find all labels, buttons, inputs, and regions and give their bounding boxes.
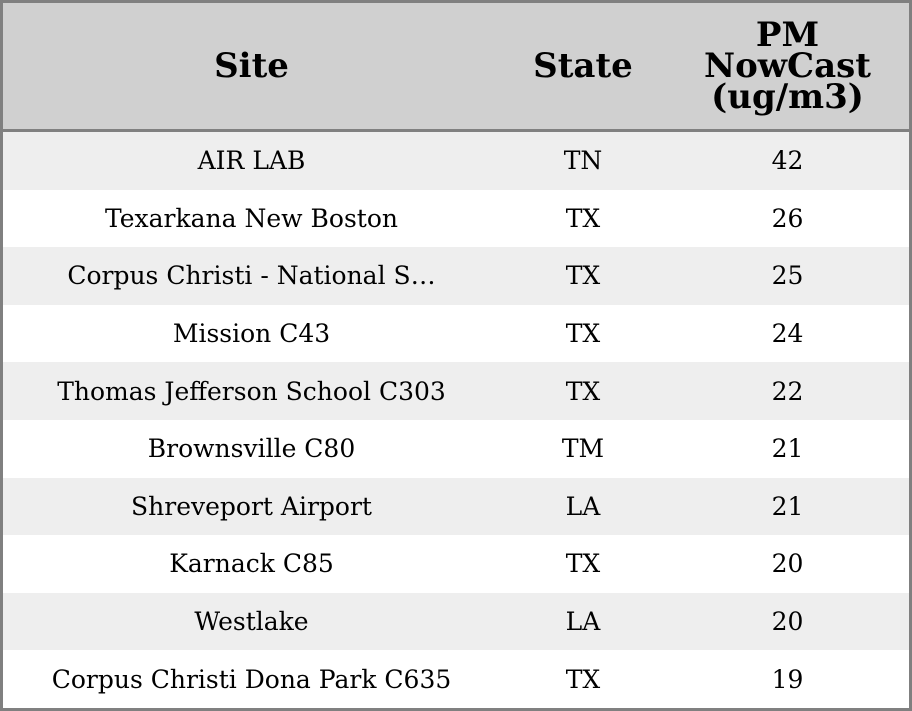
table-cell: Texarkana New Boston [3, 189, 500, 248]
column-header: Site [3, 3, 500, 132]
table-row: Corpus Christi - National S… TX 25 [3, 247, 909, 305]
table-cell: TM [500, 419, 666, 478]
table-cell: TX [500, 189, 666, 248]
table-cell: 42 [666, 130, 909, 190]
table-cell: LA [500, 477, 666, 536]
table-cell: TX [500, 650, 666, 708]
table-cell: 21 [666, 419, 909, 478]
table-cell: Westlake [3, 592, 500, 651]
table-cell: Mission C43 [3, 304, 500, 363]
table-cell: TN [500, 130, 666, 190]
table-cell: 20 [666, 535, 909, 593]
table-row: Mission C43 TX 24 [3, 304, 909, 363]
table-row: Thomas Jefferson School C303 TX 22 [3, 362, 909, 420]
table-cell: 25 [666, 247, 909, 305]
table-cell: 19 [666, 650, 909, 708]
table-cell: TX [500, 535, 666, 593]
table-cell: Thomas Jefferson School C303 [3, 362, 500, 420]
table-row: Corpus Christi Dona Park C635 TX 19 [3, 650, 909, 708]
header-row: Site State PM NowCast (ug/m3) [3, 3, 909, 132]
table-row: AIR LAB TN 42 [3, 130, 909, 190]
table-cell: Shreveport Airport [3, 477, 500, 536]
column-header: PM NowCast (ug/m3) [666, 3, 909, 132]
table-row: Texarkana New Boston TX 26 [3, 189, 909, 248]
table-cell: 26 [666, 189, 909, 248]
table-row: Shreveport Airport LA 21 [3, 477, 909, 536]
column-header: State [500, 3, 666, 132]
table-body: AIR LAB TN 42 Texarkana New Boston TX 26 Corpu… [3, 130, 909, 708]
table-cell: 20 [666, 592, 909, 651]
table-cell: LA [500, 592, 666, 651]
table-row: Karnack C85 TX 20 [3, 535, 909, 593]
table-cell: Brownsville C80 [3, 419, 500, 478]
table-cell: 22 [666, 362, 909, 420]
table-row: Westlake LA 20 [3, 592, 909, 651]
table-cell: TX [500, 362, 666, 420]
table-cell: 21 [666, 477, 909, 536]
table-cell: Karnack C85 [3, 535, 500, 593]
table-cell: Corpus Christi - National S… [3, 247, 500, 305]
table-cell: AIR LAB [3, 130, 500, 190]
data-table: Site State PM NowCast (ug/m3) AIR LAB TN 42 T… [3, 3, 909, 708]
table-cell: 24 [666, 304, 909, 363]
table-cell: TX [500, 304, 666, 363]
table-cell: TX [500, 247, 666, 305]
table-cell: Corpus Christi Dona Park C635 [3, 650, 500, 708]
table-row: Brownsville C80 TM 21 [3, 419, 909, 478]
